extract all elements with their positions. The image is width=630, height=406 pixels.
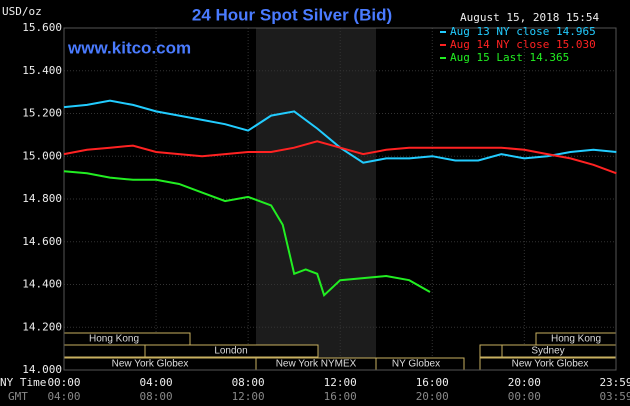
y-tick-label: 14.600 bbox=[22, 235, 62, 248]
y-tick-label: 15.400 bbox=[22, 64, 62, 77]
x-tick-label: 23:59 bbox=[599, 376, 630, 389]
x2-tick-label: 12:00 bbox=[232, 390, 265, 403]
x-tick-label: 08:00 bbox=[232, 376, 265, 389]
x-tick-label: 16:00 bbox=[416, 376, 449, 389]
x-tick-label: 00:00 bbox=[47, 376, 80, 389]
series-line bbox=[63, 140, 617, 175]
session-label: Hong Kong bbox=[551, 334, 601, 345]
watermark: www.kitco.com bbox=[67, 38, 191, 57]
legend-label: Aug 14 NY close 15.030 bbox=[450, 38, 596, 51]
y-tick-label: 15.200 bbox=[22, 107, 62, 120]
y-tick-label: 15.000 bbox=[22, 149, 62, 162]
sessions: Hong Kong London New York Globex New Yor… bbox=[63, 332, 617, 371]
session-label: New York NYMEX bbox=[276, 359, 357, 370]
x-tick-label: 12:00 bbox=[324, 376, 357, 389]
session-box bbox=[63, 344, 146, 358]
chart-title: 24 Hour Spot Silver (Bid) bbox=[192, 5, 392, 24]
x2-tick-label: 04:00 bbox=[47, 390, 80, 403]
y-tick-label: 14.800 bbox=[22, 192, 62, 205]
x2-tick-label: 00:00 bbox=[508, 390, 541, 403]
x2-label: GMT bbox=[8, 390, 28, 403]
session-box bbox=[479, 344, 503, 358]
y-label: USD/oz bbox=[2, 5, 42, 18]
y-tick-label: 15.600 bbox=[22, 21, 62, 34]
y-tick-label: 14.400 bbox=[22, 278, 62, 291]
x2-tick-label: 20:00 bbox=[416, 390, 449, 403]
x2-tick-label: 16:00 bbox=[324, 390, 357, 403]
session-box bbox=[144, 344, 319, 358]
series-line bbox=[63, 170, 431, 298]
x2-tick-label: 08:00 bbox=[140, 390, 173, 403]
session-label: Sydney bbox=[531, 346, 564, 357]
timestamp: August 15, 2018 15:54 bbox=[460, 11, 599, 24]
session-label: New York Globex bbox=[512, 359, 589, 370]
x-label: NY Time bbox=[0, 376, 46, 389]
x-tick-label: 20:00 bbox=[508, 376, 541, 389]
y-tick-label: 14.000 bbox=[22, 363, 62, 376]
session-label: New York Globex bbox=[112, 359, 189, 370]
session-label: London bbox=[214, 346, 247, 357]
legend-label: Aug 15 Last 14.365 bbox=[450, 51, 569, 64]
y-tick-label: 14.200 bbox=[22, 320, 62, 333]
x-tick-label: 04:00 bbox=[140, 376, 173, 389]
legend-label: Aug 13 NY close 14.965 bbox=[450, 25, 596, 38]
session-label: NY Globex bbox=[392, 359, 440, 370]
x2-tick-label: 03:59 bbox=[599, 390, 630, 403]
session-label: Hong Kong bbox=[89, 334, 139, 345]
plot-frame bbox=[63, 27, 617, 371]
